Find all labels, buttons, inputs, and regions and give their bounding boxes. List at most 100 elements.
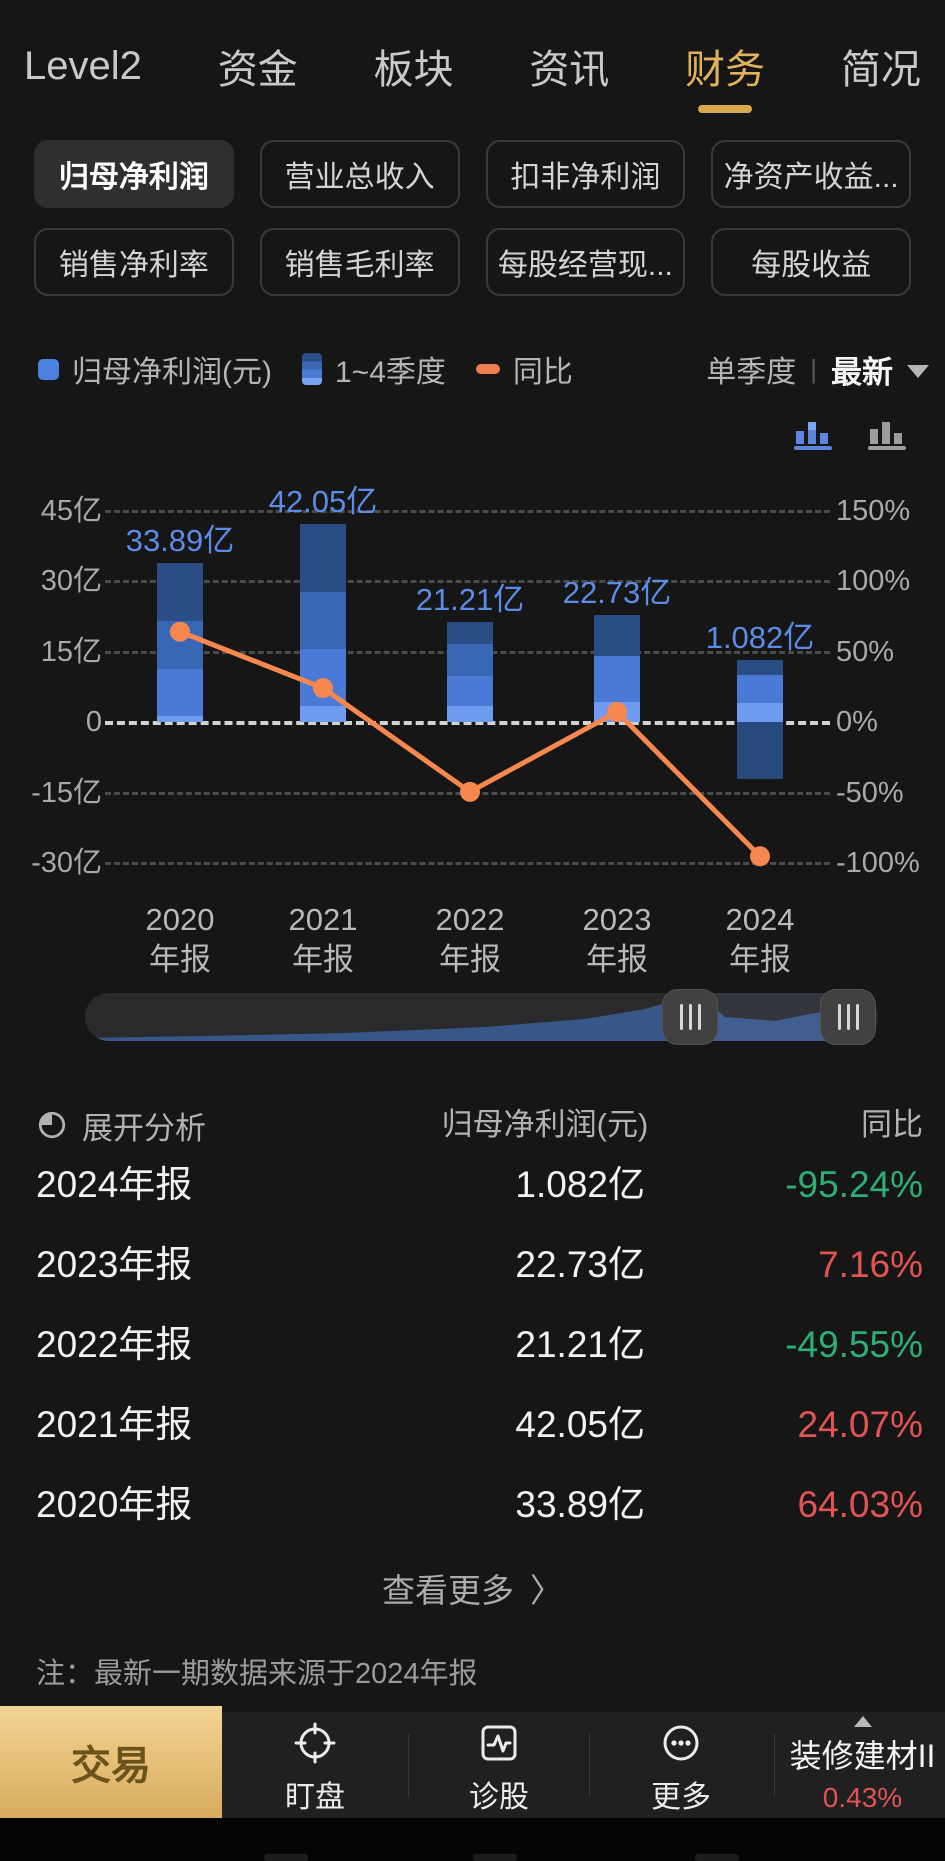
legend-yoy-label: 同比	[512, 356, 573, 389]
drag-handle-icon	[837, 1004, 841, 1030]
tab-sectors[interactable]: 板块	[373, 48, 454, 92]
bar-quarter-segment[interactable]	[594, 655, 640, 702]
gridline	[105, 721, 830, 725]
stacked-bar-chart-icon[interactable]	[793, 416, 833, 457]
table-row[interactable]: 2021年报 42.05亿 24.07%	[0, 1399, 945, 1451]
tab-finance[interactable]: 财务	[685, 37, 766, 113]
value-column-header: 归母净利润(元)	[441, 1107, 649, 1142]
bar-quarter-segment[interactable]	[300, 592, 346, 650]
tab-finance-label: 财务	[685, 48, 766, 92]
bar-quarter-segment[interactable]	[447, 675, 493, 707]
chevron-down-icon[interactable]	[907, 364, 929, 378]
row-yoy: 24.07%	[797, 1404, 924, 1445]
metric-filter-grid: 归母净利润 营业总收入 扣非净利润 净资产收益... 销售净利率 销售毛利率 每…	[34, 140, 911, 296]
bar-quarter-segment[interactable]	[447, 706, 493, 722]
y-axis-tick-left: -15亿	[31, 776, 102, 809]
tab-funds[interactable]: 资金	[217, 48, 298, 92]
chart-plot[interactable]: 45亿 150% 30亿 100% 15亿 50% 0 0% -15亿 -50% -30亿 -100%…	[0, 430, 945, 977]
y-axis-tick-left: 15亿	[40, 635, 102, 668]
bar-negative-segment[interactable]	[737, 722, 783, 779]
trade-button[interactable]: 交易	[0, 1706, 222, 1818]
yoy-data-point[interactable]	[313, 678, 333, 699]
filter-deducted-profit[interactable]: 扣非净利润	[485, 140, 686, 208]
sector-quote[interactable]: 装修建材II 0.43%	[780, 1716, 945, 1816]
row-value: 42.05亿	[515, 1404, 645, 1445]
expand-analysis-button[interactable]: 展开分析	[36, 1102, 206, 1148]
bar-quarter-segment[interactable]	[157, 715, 203, 722]
yoy-data-point[interactable]	[750, 846, 770, 867]
table-row[interactable]: 2020年报 33.89亿 64.03%	[0, 1479, 945, 1531]
watch-scope-icon	[294, 1722, 336, 1764]
row-period: 2024年报	[36, 1164, 193, 1205]
gridline	[105, 509, 830, 513]
tab-watch[interactable]: 盯盘	[235, 1720, 395, 1816]
filter-net-margin[interactable]: 销售净利率	[34, 228, 234, 296]
bar-quarter-segment[interactable]	[157, 562, 203, 621]
chart-legend-row: 归母净利润(元) 1~4季度 同比 单季度 | 最新	[0, 346, 945, 392]
period-latest-option[interactable]: 最新	[831, 354, 893, 390]
grouped-bar-chart-icon[interactable]	[867, 416, 907, 457]
chart-type-toggles	[793, 416, 907, 457]
bar-quarter-segment[interactable]	[594, 615, 640, 656]
x-axis-label: 2022 年报	[435, 902, 505, 977]
filter-roe[interactable]: 净资产收益...	[711, 140, 911, 208]
yoy-data-point[interactable]	[607, 701, 627, 722]
y-axis-tick-right: 150%	[836, 494, 911, 527]
row-period: 2023年报	[36, 1244, 193, 1285]
legend-yoy: 同比	[475, 347, 573, 391]
tab-watch-label: 盯盘	[285, 1781, 345, 1814]
line-swatch-icon	[475, 364, 500, 374]
sector-change: 0.43%	[822, 1782, 903, 1813]
analysis-table-header: 展开分析 归母净利润(元) 同比	[0, 1102, 945, 1148]
bar-value-label: 42.05亿	[268, 484, 378, 520]
sector-name: 装修建材II	[789, 1738, 936, 1774]
bar-quarter-segment[interactable]	[737, 703, 783, 722]
period-selector[interactable]: 单季度 | 最新	[706, 347, 929, 392]
yoy-data-point[interactable]	[460, 781, 480, 802]
slider-left-handle[interactable]	[662, 989, 718, 1045]
bar-quarter-segment[interactable]	[737, 675, 783, 704]
yoy-data-point[interactable]	[170, 621, 190, 642]
row-yoy: 7.16%	[818, 1244, 923, 1285]
table-row[interactable]: 2022年报 21.21亿 -49.55%	[0, 1319, 945, 1371]
filter-ocf-per-share[interactable]: 每股经营现...	[485, 228, 686, 296]
slider-right-handle[interactable]	[820, 989, 876, 1045]
bottom-tab-bar: 交易 盯盘 诊股 更多	[0, 1706, 945, 1818]
tab-diagnose[interactable]: 诊股	[419, 1720, 579, 1816]
legend-net-profit-label: 归母净利润(元)	[72, 356, 272, 389]
tab-more[interactable]: 更多	[601, 1720, 761, 1816]
tab-more-label: 更多	[651, 1781, 711, 1814]
bar-quarter-segment[interactable]	[737, 659, 783, 675]
bar-quarter-segment[interactable]	[447, 622, 493, 644]
data-zoom-slider[interactable]	[85, 989, 878, 1045]
row-period: 2021年报	[36, 1404, 193, 1445]
view-more-link[interactable]: 查看更多 〉	[0, 1566, 945, 1610]
chevron-up-icon	[853, 1716, 872, 1727]
bar-quarter-segment[interactable]	[157, 668, 203, 716]
x-axis-label: 2021 年报	[288, 902, 358, 977]
period-quarter-option[interactable]: 单季度	[706, 356, 797, 389]
tab-news[interactable]: 资讯	[529, 48, 610, 92]
tab-level2[interactable]: Level2	[24, 43, 142, 88]
chevron-right-icon: 〉	[530, 1572, 563, 1609]
active-tab-underline	[698, 105, 753, 113]
y-axis-tick-right: 0%	[836, 706, 878, 738]
bar-value-label: 33.89亿	[125, 522, 235, 558]
row-yoy: 64.03%	[797, 1484, 924, 1525]
filter-total-revenue[interactable]: 营业总收入	[259, 140, 460, 208]
tab-divider	[774, 1734, 775, 1796]
filter-net-profit[interactable]: 归母净利润	[34, 140, 234, 208]
diagnose-pulse-icon	[481, 1725, 517, 1761]
filter-gross-margin[interactable]: 销售毛利率	[259, 228, 460, 296]
bar-quarter-segment[interactable]	[300, 706, 346, 722]
y-axis-tick-right: 100%	[836, 565, 911, 597]
table-row[interactable]: 2024年报 1.082亿 -95.24%	[0, 1159, 945, 1211]
filter-eps[interactable]: 每股收益	[711, 228, 911, 296]
bar-quarter-segment[interactable]	[447, 643, 493, 676]
bar-quarter-segment[interactable]	[300, 524, 346, 593]
top-nav: Level2 资金 板块 资讯 财务 简况	[0, 24, 945, 113]
tab-profile[interactable]: 简况	[840, 48, 921, 92]
bar-value-label: 22.73亿	[562, 575, 672, 611]
y-axis-tick-left: 30亿	[40, 565, 102, 597]
table-row[interactable]: 2023年报 22.73亿 7.16%	[0, 1239, 945, 1291]
